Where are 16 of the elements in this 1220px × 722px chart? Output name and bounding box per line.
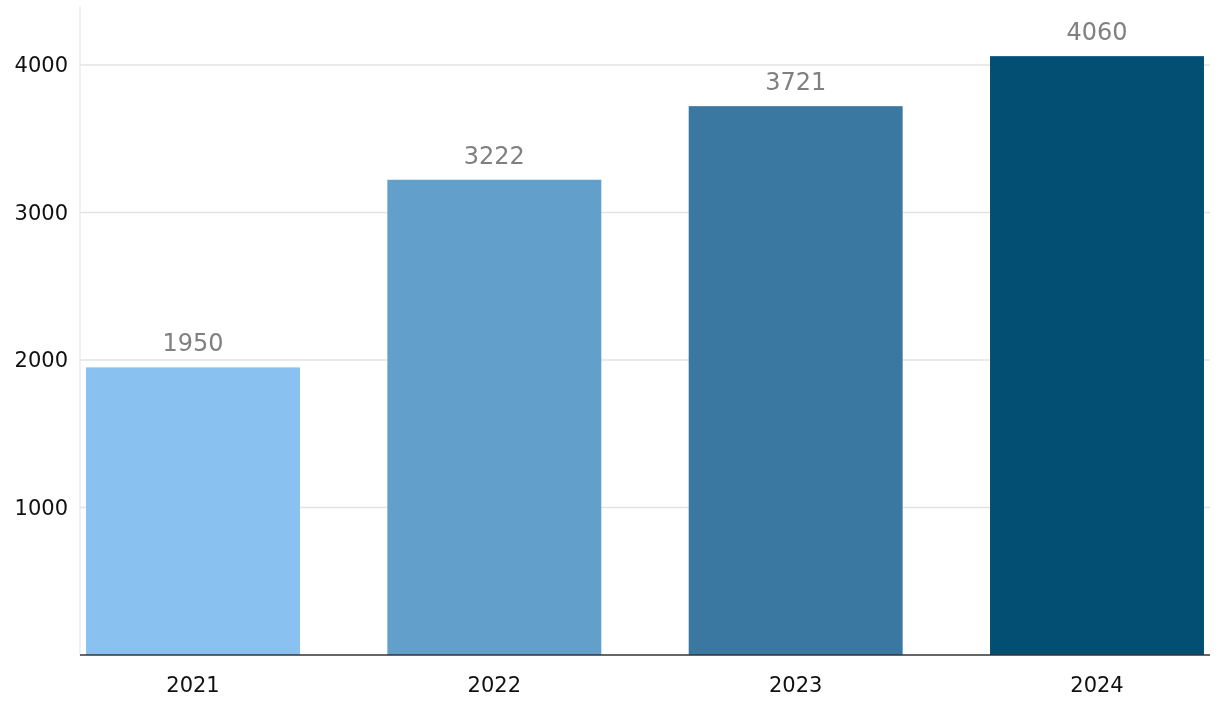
- bar: [688, 106, 903, 655]
- y-tick-label: 3000: [14, 200, 68, 225]
- data-label: 3721: [765, 68, 827, 97]
- bar: [387, 179, 602, 655]
- y-tick-label: 1000: [14, 495, 68, 520]
- x-tick-label: 2024: [1070, 673, 1124, 697]
- y-tick-label: 4000: [14, 53, 68, 78]
- data-label: 1950: [162, 329, 224, 358]
- data-label: 4060: [1066, 18, 1128, 47]
- y-tick-label: 2000: [14, 348, 68, 373]
- x-tick-label: 2023: [768, 673, 823, 697]
- bar: [990, 56, 1204, 655]
- x-tick-label: 2021: [166, 673, 220, 697]
- data-label: 3222: [463, 141, 525, 170]
- bar: [86, 367, 300, 655]
- x-tick-label: 2022: [467, 673, 522, 697]
